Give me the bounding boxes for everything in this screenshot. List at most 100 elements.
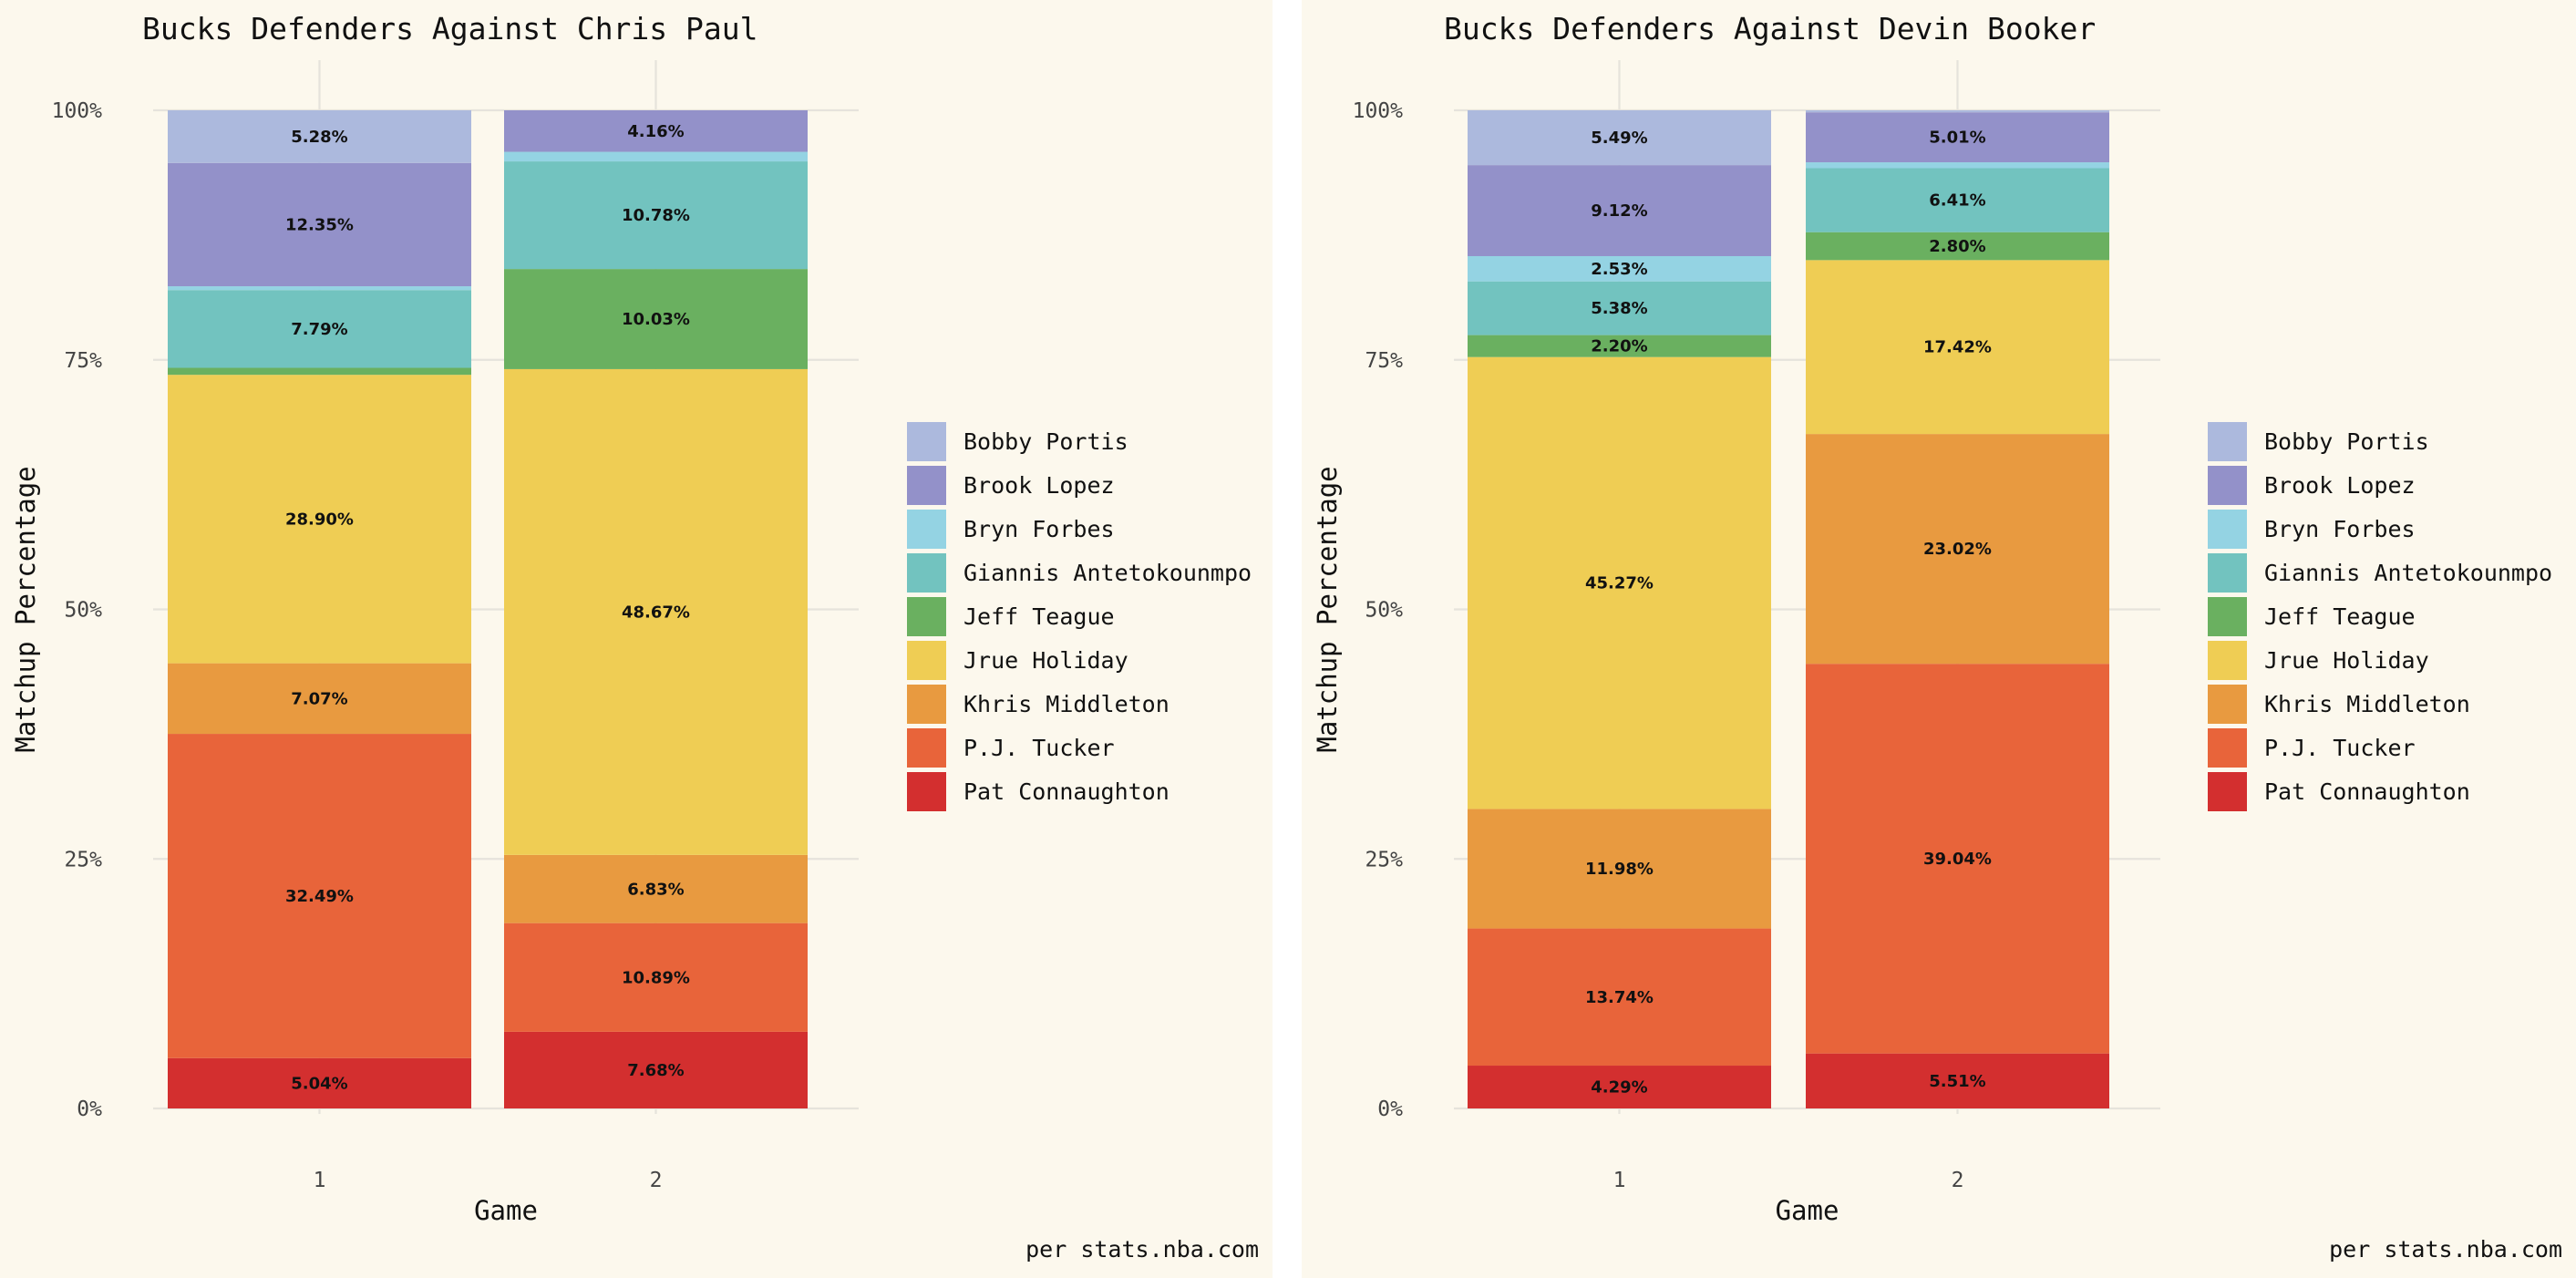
legend-swatch xyxy=(907,772,946,811)
legend-label: Bryn Forbes xyxy=(963,516,1115,542)
bar-segment xyxy=(504,161,808,270)
bar-segment xyxy=(504,269,808,369)
legend-label: Pat Connaughton xyxy=(2264,778,2470,805)
bar-segment xyxy=(504,922,808,1032)
legend-swatch xyxy=(2208,685,2247,724)
bar-segment xyxy=(168,110,471,163)
legend-swatch xyxy=(2208,422,2247,461)
legend-label: Giannis Antetokounmpo xyxy=(2264,560,2552,586)
legend-swatch xyxy=(2208,553,2247,593)
data-label: 5.01% xyxy=(1929,129,1985,148)
y-tick-label: 75% xyxy=(64,349,102,373)
data-label: 2.80% xyxy=(1929,237,1985,256)
legend-label: Bryn Forbes xyxy=(2264,516,2416,542)
legend-swatch xyxy=(907,553,946,593)
x-axis-title: Game xyxy=(1776,1195,1839,1226)
bar-segment xyxy=(168,375,471,664)
data-label: 2.20% xyxy=(1591,337,1647,356)
bar-segment xyxy=(1468,335,1771,357)
bar-segment xyxy=(168,286,471,291)
data-label: 4.16% xyxy=(627,122,684,141)
legend-swatch xyxy=(2208,641,2247,680)
bar-segment xyxy=(168,734,471,1058)
legend-swatch xyxy=(2208,728,2247,768)
bar-segment xyxy=(504,110,808,152)
legend-swatch xyxy=(907,466,946,505)
bar-segment xyxy=(504,151,808,162)
x-tick-label: 1 xyxy=(314,1169,326,1192)
data-label: 9.12% xyxy=(1591,201,1647,221)
bar-segment xyxy=(1468,928,1771,1067)
bar-segment xyxy=(1468,255,1771,282)
y-tick-label: 50% xyxy=(64,599,102,623)
bar-segment xyxy=(168,663,471,735)
data-label: 17.42% xyxy=(1923,338,1992,357)
legend-label: P.J. Tucker xyxy=(2264,735,2416,761)
bar-segment xyxy=(1806,1053,2109,1108)
data-label: 32.49% xyxy=(285,887,354,906)
data-label: 10.89% xyxy=(622,968,690,987)
bar-segment xyxy=(1806,434,2109,665)
data-label: 10.78% xyxy=(622,206,690,225)
bar-segment xyxy=(1806,232,2109,261)
x-axis-title: Game xyxy=(474,1195,538,1226)
legend-label: P.J. Tucker xyxy=(963,735,1115,761)
source-caption: per stats.nba.com xyxy=(2329,1236,2562,1263)
data-label: 10.03% xyxy=(622,310,690,329)
legend-label: Jeff Teague xyxy=(2264,603,2416,630)
data-label: 5.49% xyxy=(1591,129,1647,148)
legend-label: Bobby Portis xyxy=(963,428,1128,455)
y-tick-label: 0% xyxy=(1377,1098,1403,1121)
legend-swatch xyxy=(907,422,946,461)
data-label: 4.29% xyxy=(1591,1078,1647,1098)
legend-label: Bobby Portis xyxy=(2264,428,2429,455)
bar-segment xyxy=(1468,809,1771,929)
bar-segment xyxy=(504,368,808,855)
y-tick-label: 100% xyxy=(52,99,103,123)
y-tick-label: 25% xyxy=(1365,848,1403,871)
y-tick-label: 75% xyxy=(1365,349,1403,373)
chart-title: Bucks Defenders Against Devin Booker xyxy=(1444,11,2096,46)
data-label: 7.79% xyxy=(291,320,347,339)
x-tick-label: 2 xyxy=(1952,1169,1964,1192)
bar-segment xyxy=(1468,281,1771,335)
data-label: 45.27% xyxy=(1585,574,1654,593)
data-label: 2.53% xyxy=(1591,260,1647,279)
legend-swatch xyxy=(907,728,946,768)
bar-segment xyxy=(1806,260,2109,435)
data-label: 7.07% xyxy=(291,689,347,708)
data-label: 5.51% xyxy=(1929,1072,1985,1091)
data-label: 5.04% xyxy=(291,1074,347,1093)
data-label: 6.83% xyxy=(627,880,684,899)
bar-segment xyxy=(1806,168,2109,232)
legend-label: Pat Connaughton xyxy=(963,778,1170,805)
data-label: 11.98% xyxy=(1585,860,1654,879)
data-label: 13.74% xyxy=(1585,988,1654,1007)
chart-panel-2: Bucks Defenders Against Devin Booker0%25… xyxy=(1302,0,2576,1278)
bar-segment xyxy=(1806,664,2109,1054)
legend-label: Brook Lopez xyxy=(2264,472,2416,499)
bar-segment xyxy=(1468,110,1771,166)
data-label: 12.35% xyxy=(285,215,354,234)
bar-segment xyxy=(168,290,471,368)
data-label: 48.67% xyxy=(622,603,690,622)
y-tick-label: 25% xyxy=(64,848,102,871)
bar-segment xyxy=(1468,356,1771,809)
legend-swatch xyxy=(2208,597,2247,636)
legend-label: Jrue Holiday xyxy=(2264,647,2429,674)
chart-title: Bucks Defenders Against Chris Paul xyxy=(142,11,758,46)
data-label: 23.02% xyxy=(1923,540,1992,559)
data-label: 5.28% xyxy=(291,128,347,147)
data-label: 6.41% xyxy=(1929,191,1985,211)
legend-swatch xyxy=(907,685,946,724)
data-label: 39.04% xyxy=(1923,850,1992,869)
legend-label: Khris Middleton xyxy=(963,691,1170,717)
x-tick-label: 2 xyxy=(650,1169,663,1192)
chart-panel-1: Bucks Defenders Against Chris Paul 0% 25% 5… xyxy=(0,0,1273,1278)
bar-segment xyxy=(1806,110,2109,113)
bar-segment xyxy=(1806,162,2109,169)
legend-label: Jeff Teague xyxy=(963,603,1115,630)
legend-swatch xyxy=(907,597,946,636)
legend-swatch xyxy=(2208,510,2247,549)
